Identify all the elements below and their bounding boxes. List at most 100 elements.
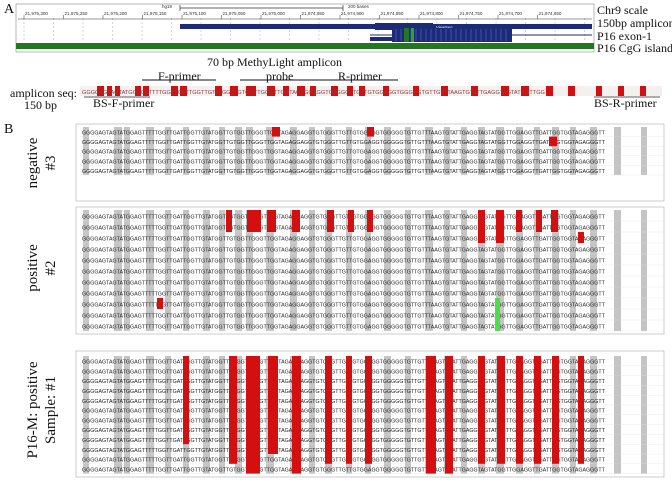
- methylated-cpg: [534, 356, 541, 464]
- cpg-column: [461, 210, 467, 331]
- group-label-sample-line1: P16-M: positive: [25, 361, 41, 459]
- amplicon-cpg-site: [215, 86, 222, 96]
- amplicon-cpg-site: [230, 86, 238, 96]
- r-primer-label: R-primer: [338, 69, 382, 83]
- exon-utr: [370, 37, 392, 41]
- ruler-tick-label: 21,975,100: [183, 11, 206, 16]
- methylated-cpg: [367, 210, 373, 232]
- bs-f-primer-label: BS-F-primer: [93, 96, 155, 110]
- cpg-column: [219, 210, 225, 331]
- methylated-cpg: [267, 210, 276, 232]
- amplicon-cpg-site: [441, 86, 448, 96]
- cpg-column: [83, 210, 89, 331]
- amplicon-cpg-site: [283, 86, 289, 96]
- cpg-column: [570, 127, 576, 175]
- cpg-column: [425, 127, 433, 175]
- cpg-column: [478, 210, 485, 331]
- methylated-cpg: [478, 356, 485, 464]
- methylated-cpg: [346, 356, 352, 464]
- cpg-column: [405, 210, 411, 331]
- sequence-read: GGGGAGTAGTATGGAGTTTTTGGTTGATTGGTTGTATGGT…: [82, 303, 606, 309]
- cpg-column: [124, 210, 130, 331]
- cpg-column: [570, 210, 576, 331]
- ruler-tick-label: 21,974,750: [460, 11, 483, 16]
- cpg-column: [444, 210, 450, 331]
- cpg-column: [83, 127, 89, 175]
- ruler-tick-label: 21,974,850: [381, 11, 404, 16]
- methylated-cpg: [551, 210, 558, 232]
- group-label-positive-line2: #2: [43, 260, 59, 276]
- amplicon-highlight: [375, 23, 433, 30]
- cpg-island-bar: [16, 43, 594, 49]
- group-label-positive-line1: positive: [25, 244, 41, 292]
- cpg-column: [325, 210, 332, 331]
- cpg-column: [384, 127, 391, 175]
- panel-b-label: B: [4, 122, 14, 137]
- sequence-read: GGGGAGTAGTATGGAGTTTTTGGTTGATTGGTTGTATGGT…: [82, 389, 606, 395]
- cpg-column: [124, 127, 130, 175]
- methylated-cpg: [325, 356, 332, 464]
- methylated-cpg: [552, 356, 559, 464]
- sequence-read: GGGGAGTAGTATGGAGTTTTTGGTTGATTGGTTGTATGGT…: [82, 150, 606, 156]
- cpg-column: [246, 127, 253, 175]
- sequence-read: GGGGAGTAGTATGGAGTTTTTGGTTGATTGGTTGTATGGT…: [82, 159, 606, 165]
- ruler-tick-label: 21,975,250: [65, 11, 88, 16]
- cpg-column: [641, 210, 647, 331]
- amplicon-cpg-site: [501, 86, 509, 96]
- sequence-read: GGGGAGTAGTATGGAGTTTTTGGTTGATTGGTTGTATGGT…: [82, 418, 606, 424]
- ruler-tick-label: 21,975,200: [104, 11, 127, 16]
- methylated-cpg: [247, 210, 261, 232]
- methylated-cpg: [578, 232, 584, 243]
- amplicon-cpg-site: [383, 86, 389, 96]
- cpg-column: [183, 210, 189, 331]
- amplicon-cpg-site: [180, 86, 187, 96]
- ruler-tick-label: 21,974,950: [302, 11, 325, 16]
- cpg-column: [614, 210, 621, 331]
- methylated-cpg: [183, 356, 189, 445]
- cpg-column: [235, 210, 242, 331]
- cpg-column: [266, 210, 274, 331]
- amplicon-cpg-site: [115, 86, 120, 96]
- methylated-cpg: [445, 356, 453, 474]
- cpg-column: [290, 210, 297, 331]
- amplicon-cpg-site: [267, 86, 275, 96]
- sequence-read: GGGGAGTAGTATGGAGTTTTTGGTTGATTGGTTGTATGGT…: [82, 467, 606, 473]
- cpg-column: [309, 127, 315, 175]
- cpg-column: [203, 127, 210, 175]
- cpg-column: [365, 210, 371, 331]
- methylated-cpg: [495, 298, 500, 331]
- sequence-read: GGGGAGTAGTATGGAGTTTTTGGTTGATTGGTTGTATGGT…: [82, 438, 606, 444]
- cpg-column: [183, 127, 189, 175]
- cpg-column: [365, 127, 371, 175]
- amplicon-cpg-site: [246, 86, 256, 96]
- genome-label: hg19: [162, 4, 173, 9]
- cpg-column: [346, 210, 352, 331]
- cpg-column: [290, 127, 297, 175]
- cpg-column: [534, 127, 540, 175]
- cpg-column: [114, 210, 122, 331]
- amplicon-cpg-site: [143, 86, 149, 96]
- sequence-read: GGGGAGTAGTATGGAGTTTTTGGTTGATTGGTTGTATGGT…: [82, 360, 606, 366]
- ruler-tick-label: 21,975,050: [223, 11, 246, 16]
- methylated-cpg: [367, 127, 374, 137]
- ruler-tick-label: 21,974,700: [499, 11, 522, 16]
- sequence-read: GGGGAGTAGTATGGAGTTTTTGGTTGATTGGTTGTATGGT…: [82, 270, 606, 276]
- amplicon-cpg-site: [171, 86, 178, 96]
- cpg-column: [146, 210, 154, 331]
- ruler-tick-label: 21,975,000: [262, 11, 285, 16]
- amplicon-cpg-site: [521, 86, 529, 96]
- viewseq-label: ViewSeq: [436, 25, 453, 30]
- cpg-column: [325, 127, 332, 175]
- cpg-column: [114, 127, 122, 175]
- sequence-read: GGGGAGTAGTATGGAGTTTTTGGTTGATTGGTTGTATGGT…: [82, 369, 606, 375]
- cpg-column: [219, 127, 225, 175]
- sequence-read: GGGGAGTAGTATGGAGTTTTTGGTTGATTGGTTGTATGGT…: [82, 292, 606, 298]
- cpg-column: [425, 210, 433, 331]
- cpg-column: [444, 127, 450, 175]
- amplicon-cpg-site: [347, 86, 353, 96]
- methylated-cpg: [365, 356, 372, 464]
- methylated-cpg: [292, 356, 301, 474]
- sequence-read: GGGGAGTAGTATGGAGTTTTTGGTTGATTGGTTGTATGGT…: [82, 248, 606, 254]
- amplicon-seq-strip: [80, 86, 662, 96]
- scale-text: 200 bases: [348, 4, 370, 9]
